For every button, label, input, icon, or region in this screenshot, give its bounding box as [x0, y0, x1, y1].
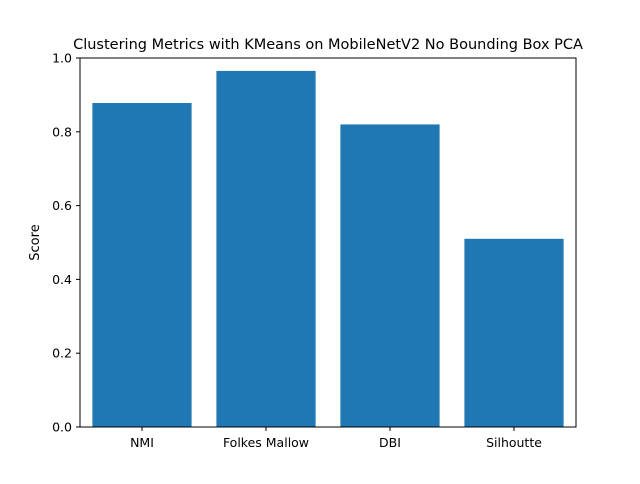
y-tick-label-1: 0.2 [52, 346, 72, 361]
bar-0 [92, 103, 192, 427]
y-tick-label-2: 0.4 [52, 272, 72, 287]
x-tick-label-3: Silhoutte [486, 435, 542, 450]
y-tick-label-0: 0.0 [52, 420, 72, 435]
y-axis: 0.0 0.2 0.4 0.6 0.8 1.0 [52, 51, 80, 435]
chart-title: Clustering Metrics with KMeans on Mobile… [73, 37, 583, 53]
bar-3 [464, 238, 564, 427]
y-tick-label-3: 0.6 [52, 198, 72, 213]
y-axis-label: Score [28, 224, 43, 260]
x-tick-label-0: NMI [130, 435, 154, 450]
bars-group [92, 70, 564, 428]
plot-frame [79, 57, 577, 428]
x-tick-label-2: DBI [379, 435, 401, 450]
bar-1 [216, 70, 316, 427]
y-tick-label-5: 1.0 [52, 51, 72, 66]
x-axis: NMI Folkes Mallow DBI Silhoutte [130, 427, 542, 450]
bar-2 [340, 124, 440, 428]
x-tick-label-1: Folkes Mallow [223, 435, 309, 450]
y-tick-label-4: 0.8 [52, 124, 72, 139]
